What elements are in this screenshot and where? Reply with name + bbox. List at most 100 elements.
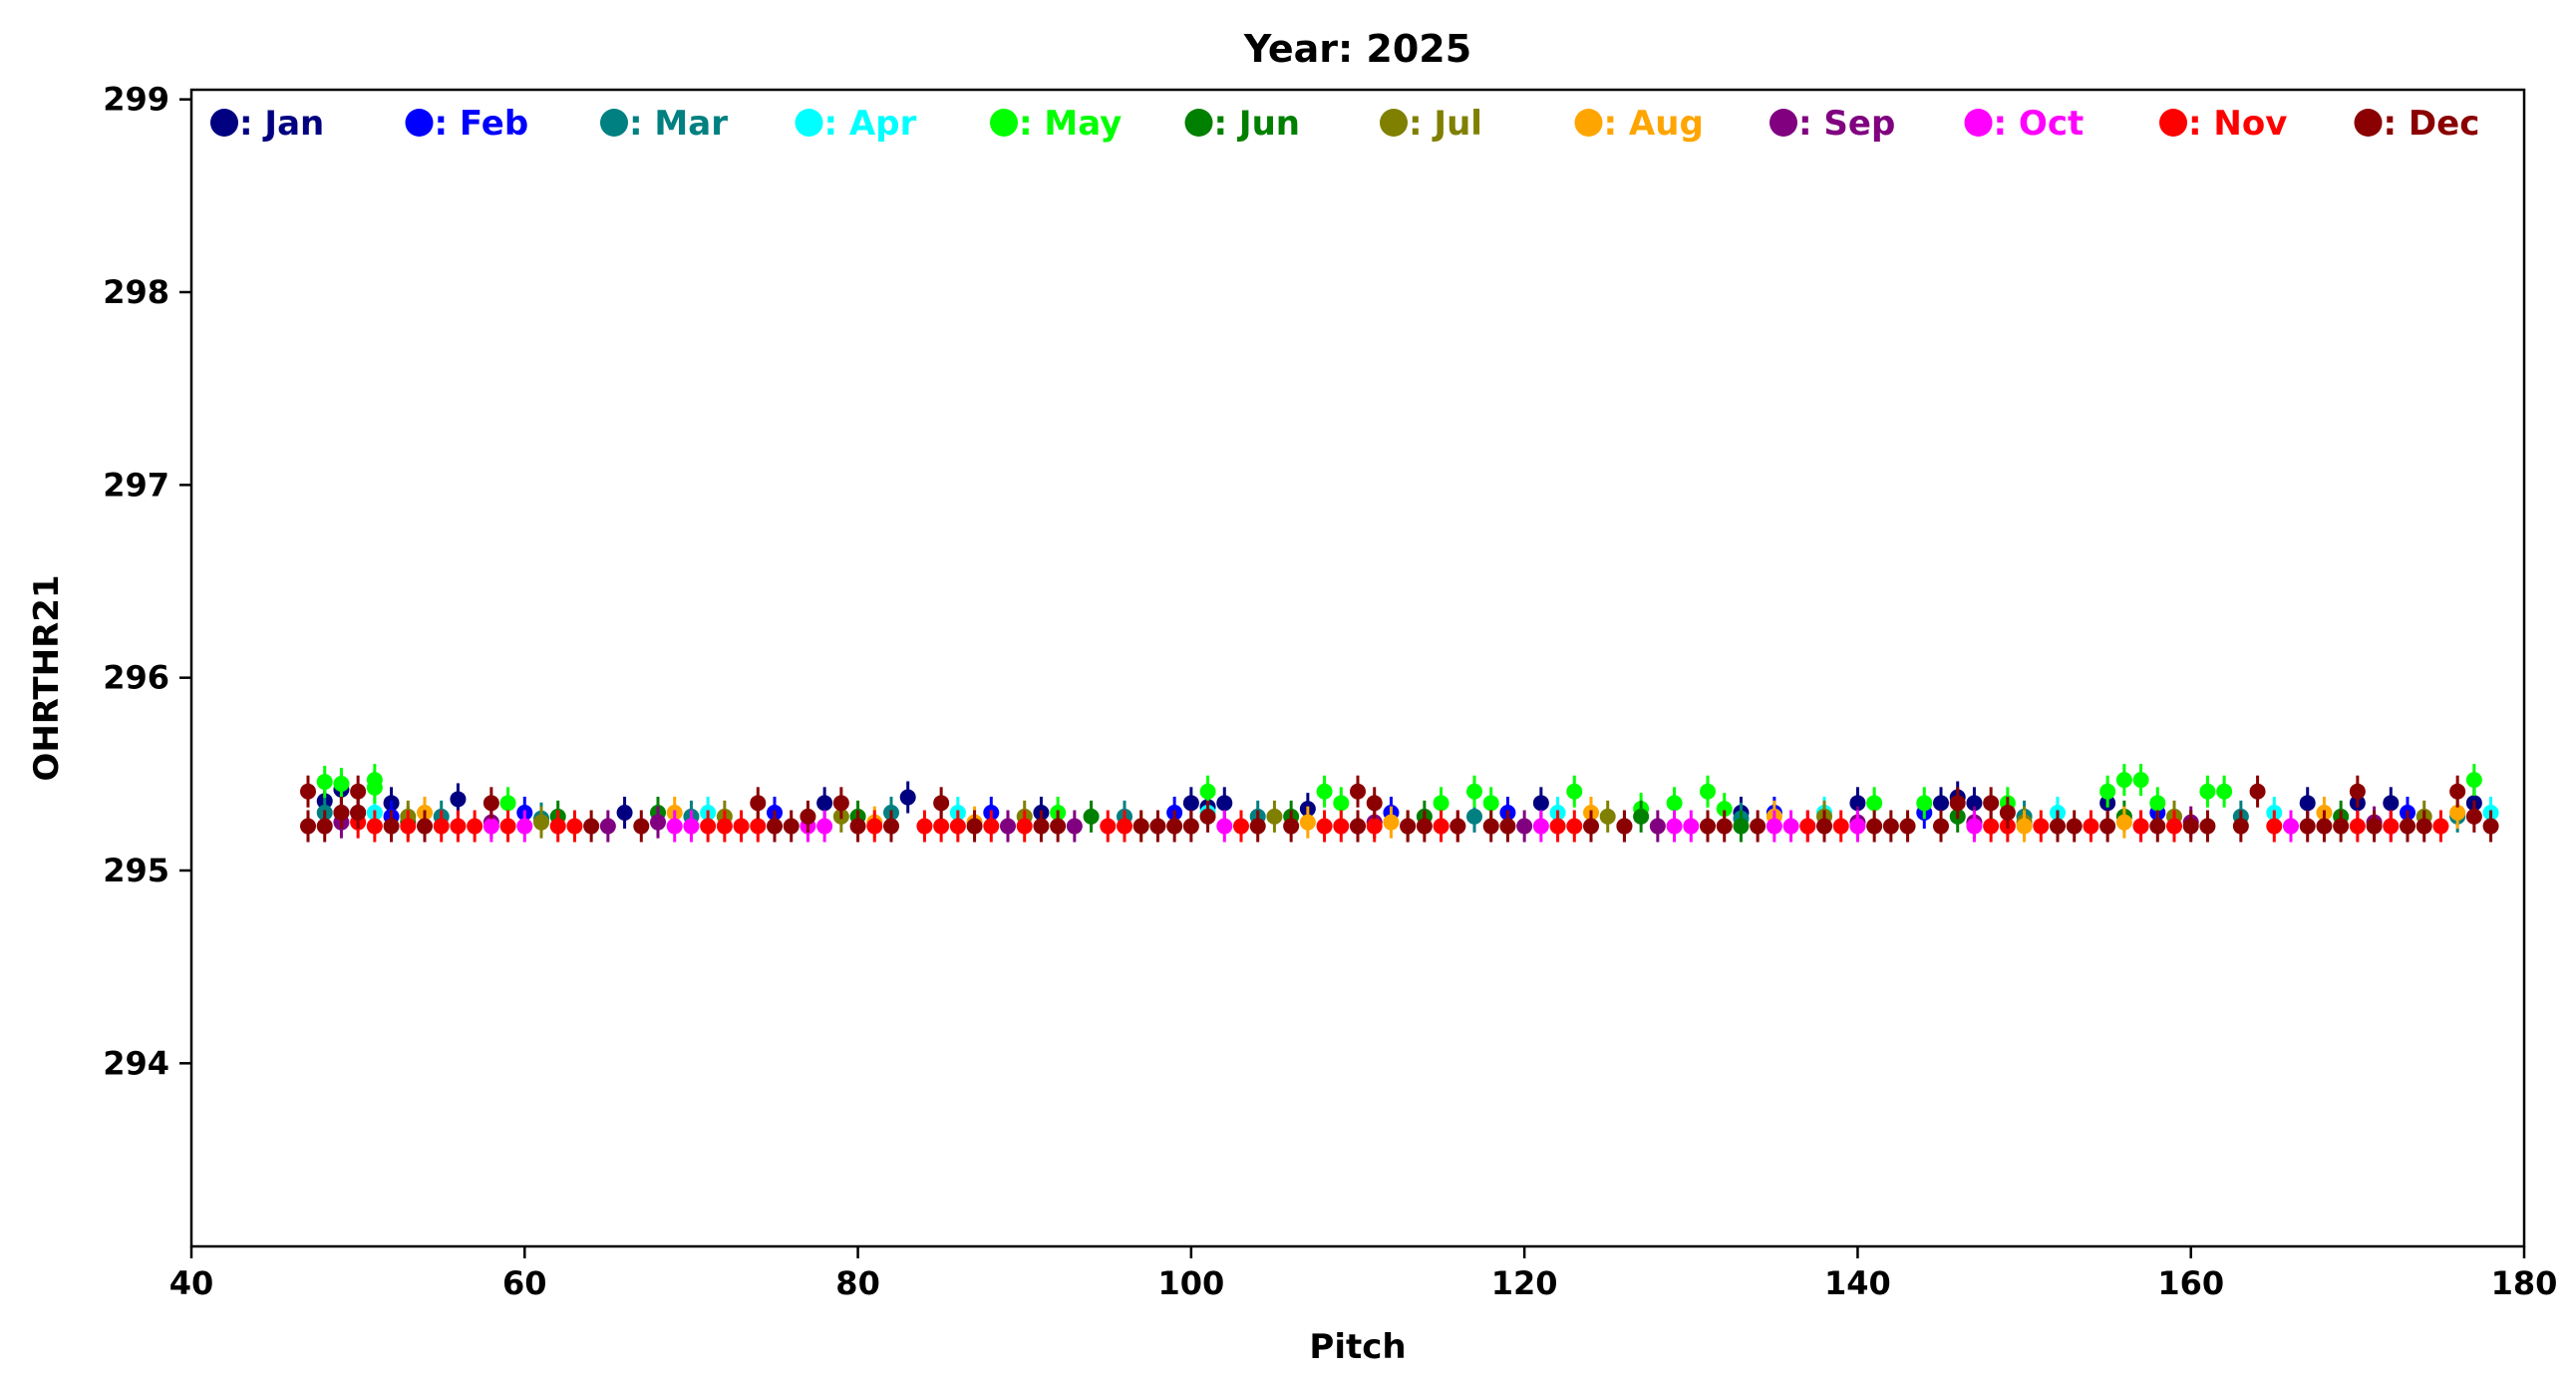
legend-marker bbox=[600, 109, 628, 137]
data-point bbox=[1916, 795, 1933, 812]
data-point bbox=[1999, 805, 2016, 821]
legend-marker bbox=[1574, 109, 1603, 137]
data-point bbox=[816, 818, 833, 835]
data-point bbox=[1216, 795, 1233, 812]
data-point bbox=[1549, 818, 1566, 835]
data-point bbox=[2115, 814, 2132, 831]
data-point bbox=[1532, 795, 1549, 812]
data-point bbox=[1066, 818, 1083, 835]
data-point bbox=[1799, 818, 1816, 835]
data-point bbox=[2132, 818, 2149, 835]
data-point bbox=[1466, 808, 1482, 825]
data-point bbox=[949, 818, 966, 835]
data-point bbox=[733, 818, 750, 835]
x-axis-label: Pitch bbox=[1309, 1327, 1406, 1367]
data-point bbox=[633, 818, 650, 835]
data-point bbox=[2383, 795, 2400, 812]
data-point bbox=[1716, 801, 1733, 818]
data-point bbox=[1816, 818, 1832, 835]
data-point bbox=[1033, 818, 1050, 835]
legend-marker bbox=[990, 109, 1018, 137]
data-point bbox=[2383, 818, 2400, 835]
data-point bbox=[1716, 818, 1733, 835]
data-point bbox=[533, 814, 549, 831]
data-point bbox=[1083, 808, 1100, 825]
data-point bbox=[316, 818, 333, 835]
legend-item-1: : Jan bbox=[210, 104, 324, 144]
data-point bbox=[1233, 818, 1249, 835]
data-point bbox=[866, 818, 883, 835]
data-point bbox=[1199, 783, 1216, 800]
data-point bbox=[483, 795, 499, 812]
data-point bbox=[1050, 818, 1067, 835]
data-point bbox=[2482, 818, 2499, 835]
y-axis-label: OHRTHR21 bbox=[27, 574, 67, 781]
data-point bbox=[1882, 818, 1899, 835]
data-point bbox=[2249, 783, 2266, 800]
data-point bbox=[1849, 818, 1866, 835]
data-point bbox=[1599, 808, 1616, 825]
data-point bbox=[2016, 818, 2033, 835]
data-point bbox=[2182, 818, 2199, 835]
data-point bbox=[1866, 795, 1883, 812]
plot-area bbox=[300, 764, 2499, 843]
data-point bbox=[1149, 818, 1166, 835]
data-point bbox=[916, 818, 933, 835]
data-point bbox=[1983, 795, 2000, 812]
data-point bbox=[933, 795, 950, 812]
data-point bbox=[899, 789, 916, 806]
data-point bbox=[1983, 818, 2000, 835]
data-point bbox=[2166, 818, 2182, 835]
legend-item-2: : Feb bbox=[405, 104, 528, 144]
data-point bbox=[2199, 783, 2216, 800]
data-point bbox=[1616, 818, 1633, 835]
data-point bbox=[2366, 818, 2383, 835]
data-point bbox=[650, 814, 666, 831]
legend-label: : Jun bbox=[1214, 104, 1301, 144]
data-point bbox=[1000, 818, 1016, 835]
data-point bbox=[1532, 818, 1549, 835]
data-point bbox=[1516, 818, 1533, 835]
data-point bbox=[966, 818, 983, 835]
data-point bbox=[883, 818, 899, 835]
data-point bbox=[2449, 783, 2466, 800]
x-tick-label: 180 bbox=[2491, 1264, 2558, 1302]
data-point bbox=[1782, 818, 1799, 835]
data-point bbox=[933, 818, 950, 835]
x-tick-label: 80 bbox=[835, 1264, 880, 1302]
data-point bbox=[1666, 818, 1683, 835]
legend-item-3: : Mar bbox=[600, 104, 728, 144]
data-point bbox=[1700, 783, 1716, 800]
data-point bbox=[1583, 818, 1599, 835]
legend-item-8: : Aug bbox=[1574, 104, 1704, 144]
data-point bbox=[2216, 783, 2233, 800]
data-point bbox=[716, 818, 733, 835]
data-point bbox=[350, 783, 367, 800]
data-point bbox=[366, 818, 383, 835]
y-tick-label: 296 bbox=[103, 659, 169, 697]
data-point bbox=[1449, 818, 1466, 835]
data-point bbox=[417, 818, 433, 835]
data-point bbox=[1333, 795, 1350, 812]
data-point bbox=[2400, 818, 2415, 835]
data-point bbox=[1283, 818, 1300, 835]
data-point bbox=[1482, 818, 1499, 835]
data-point bbox=[2066, 818, 2083, 835]
data-point bbox=[1899, 818, 1916, 835]
data-point bbox=[483, 818, 499, 835]
data-point bbox=[1199, 808, 1216, 825]
data-point bbox=[2050, 818, 2066, 835]
legend-item-10: : Oct bbox=[1964, 104, 2084, 144]
legend-marker bbox=[795, 109, 823, 137]
data-point bbox=[1350, 783, 1366, 800]
data-point bbox=[316, 774, 333, 791]
data-point bbox=[599, 818, 616, 835]
legend-item-4: : Apr bbox=[795, 104, 917, 144]
data-point bbox=[383, 818, 400, 835]
data-point bbox=[832, 795, 849, 812]
data-point bbox=[400, 818, 417, 835]
data-point bbox=[549, 818, 566, 835]
y-tick-label: 294 bbox=[103, 1044, 169, 1082]
data-point bbox=[2099, 818, 2116, 835]
